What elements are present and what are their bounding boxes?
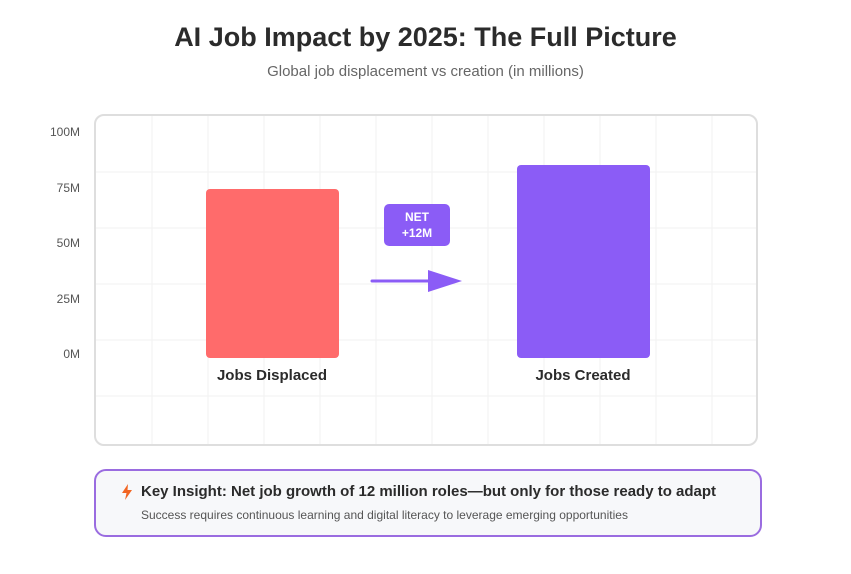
key-insight-box: Key Insight: Net job growth of 12 millio…	[94, 469, 762, 537]
bar-jobs-created	[517, 164, 650, 358]
right-arrow-icon	[370, 270, 462, 292]
net-badge-line2: +12M	[401, 226, 433, 240]
chart-subtitle: Global job displacement vs creation (in …	[267, 63, 584, 80]
y-tick-label: 100M	[49, 125, 80, 139]
y-tick-label: 50M	[56, 236, 80, 250]
y-tick-label: 25M	[56, 292, 80, 306]
lightning-icon	[122, 484, 132, 500]
insight-text: Success requires continuous learning and…	[141, 508, 628, 522]
y-tick-label: 75M	[56, 181, 80, 195]
x-category-label: Jobs Displaced	[216, 367, 328, 384]
insight-title: Key Insight: Net job growth of 12 millio…	[141, 483, 717, 500]
net-change-badge: NET +12M	[384, 204, 450, 246]
x-category-label: Jobs Created	[535, 367, 631, 384]
net-badge-line1: NET	[405, 210, 429, 224]
y-tick-label: 0M	[63, 347, 80, 361]
bar-jobs-displaced	[206, 188, 339, 358]
chart-title: AI Job Impact by 2025: The Full Picture	[174, 22, 677, 52]
